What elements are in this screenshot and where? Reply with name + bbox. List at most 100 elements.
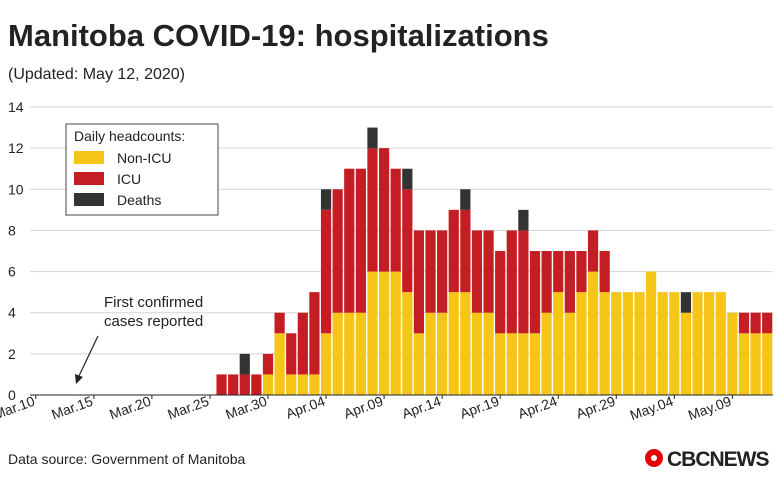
x-tick-label: Mar.15 — [49, 393, 95, 423]
bar-segment — [378, 271, 390, 395]
bar-segment — [553, 251, 564, 293]
bar-segment — [483, 312, 494, 395]
bar-segment — [506, 333, 517, 395]
bar-segment — [680, 312, 692, 395]
bar-segment — [390, 271, 401, 395]
bar-segment — [541, 312, 552, 395]
legend-label: Non-ICU — [117, 150, 171, 166]
bar-segment — [506, 230, 517, 334]
bar-segment — [367, 127, 378, 149]
bar-segment — [262, 353, 274, 375]
bar-segment — [762, 312, 773, 334]
bar-segment — [297, 374, 308, 395]
y-tick-label: 0 — [8, 387, 16, 403]
bar-segment — [518, 333, 529, 395]
bar-segment — [320, 209, 332, 334]
chart-subtitle: (Updated: May 12, 2020) — [8, 66, 185, 83]
bar-segment — [274, 312, 285, 334]
bar-segment — [738, 333, 750, 395]
brand-logo: CBCNEWS — [645, 448, 770, 471]
legend-swatch — [74, 151, 104, 164]
x-tick-label: Apr.09 — [342, 393, 386, 422]
bar-segment — [320, 189, 332, 210]
bar-segment — [448, 209, 459, 293]
y-tick-label: 10 — [8, 181, 24, 197]
x-tick-label: Mar.10 — [0, 393, 37, 423]
bar-segment — [738, 312, 750, 334]
bar-segment — [704, 292, 715, 395]
y-tick-label: 8 — [8, 222, 16, 238]
legend-title: Daily headcounts: — [74, 128, 185, 144]
bar-segment — [634, 292, 645, 395]
bar-segment — [460, 209, 471, 293]
x-tick-label: Apr.19 — [458, 393, 502, 422]
bar-segment — [309, 292, 320, 375]
bar-segment — [715, 292, 726, 395]
x-tick-label: Mar.20 — [107, 393, 153, 423]
bar-segment — [367, 148, 378, 272]
legend-swatch — [74, 193, 104, 206]
bar-segment — [657, 292, 668, 395]
bar-segment — [622, 292, 633, 395]
x-tick-label: Apr.04 — [284, 393, 328, 422]
bar-segment — [332, 312, 343, 395]
bar-segment — [750, 333, 761, 395]
x-tick-label: Apr.24 — [516, 393, 560, 422]
brand: CBCNEWS — [667, 448, 769, 471]
chart-title: Manitoba COVID-19: hospitalizations — [8, 18, 549, 53]
bar-segment — [587, 230, 599, 272]
bar-segment — [437, 312, 448, 395]
bar-segment — [587, 271, 599, 395]
x-tick-label: Apr.14 — [400, 393, 444, 422]
bar-segment — [378, 148, 390, 272]
bar-segment — [541, 251, 552, 313]
bar-segment — [239, 353, 250, 375]
x-tick-label: Apr.29 — [574, 393, 618, 422]
bar-segment — [239, 374, 250, 395]
bar-segment — [344, 168, 355, 313]
bars — [216, 127, 773, 395]
bar-segment — [460, 292, 471, 395]
bar-segment — [437, 230, 448, 313]
bar-segment — [460, 189, 471, 210]
bar-segment — [750, 312, 761, 334]
y-tick-label: 14 — [8, 99, 24, 115]
bar-segment — [692, 292, 703, 395]
legend: Non-ICU ICU Deaths — [74, 150, 171, 208]
x-tick-label: May.04 — [628, 393, 676, 423]
x-tick-label: Mar.30 — [223, 393, 269, 423]
bar-segment — [309, 374, 320, 395]
logo-gem-center — [651, 455, 657, 461]
bar-segment — [216, 374, 227, 395]
bar-segment — [344, 312, 355, 395]
bar-segment — [645, 271, 657, 395]
bar-segment — [495, 251, 506, 334]
bar-segment — [529, 251, 541, 334]
source: Data source: Government of Manitoba — [8, 451, 246, 467]
bar-segment — [448, 292, 459, 395]
legend-swatch — [74, 172, 104, 185]
x-tick-label: May.09 — [686, 393, 734, 423]
bar-segment — [564, 312, 575, 395]
bar-segment — [576, 251, 587, 293]
bar-segment — [286, 374, 297, 395]
bar-segment — [425, 230, 436, 313]
bar-segment — [680, 292, 692, 313]
bar-segment — [529, 333, 541, 395]
bar-segment — [413, 230, 425, 334]
bar-segment — [495, 333, 506, 395]
bar-segment — [355, 312, 366, 395]
bar-segment — [367, 271, 378, 395]
bar-segment — [471, 230, 483, 313]
annotation: First confirmed cases reported — [104, 294, 203, 330]
bar-segment — [286, 333, 297, 375]
bar-segment — [332, 189, 343, 313]
bar-segment — [402, 189, 413, 293]
legend-label: ICU — [117, 171, 141, 187]
annotation-arrowhead — [75, 374, 83, 384]
bar-segment — [228, 374, 239, 395]
bar-segment — [518, 209, 529, 231]
bar-segment — [251, 374, 262, 395]
y-tick-label: 12 — [8, 140, 24, 156]
